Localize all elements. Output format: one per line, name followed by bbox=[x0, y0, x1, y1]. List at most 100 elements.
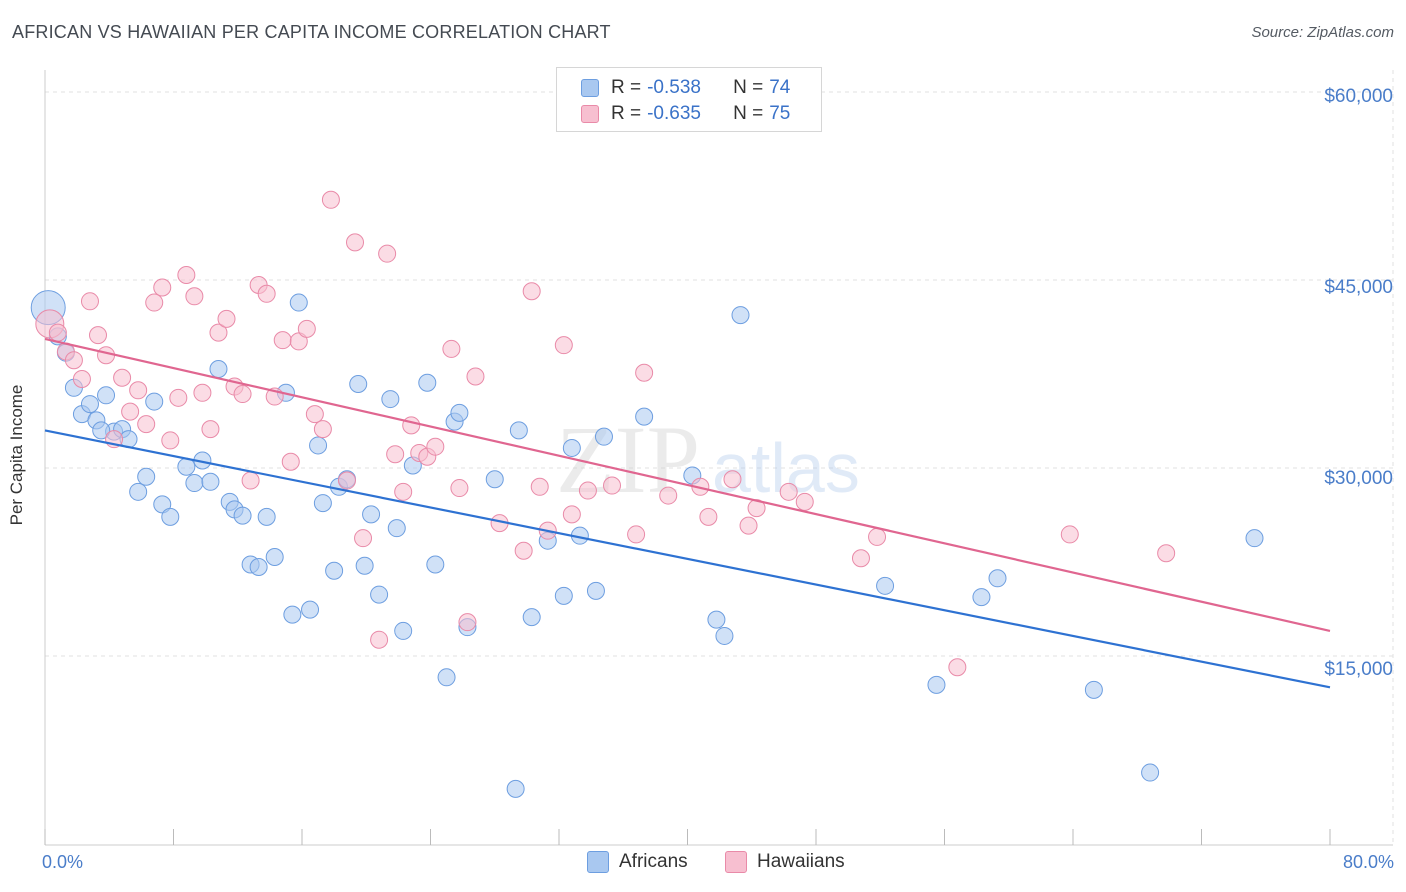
africans-point bbox=[594, 427, 613, 446]
hawaiians-point bbox=[394, 482, 413, 501]
hawaiians-point bbox=[145, 293, 164, 312]
hawaiians-point bbox=[402, 416, 421, 435]
y-tick-label: $15,000 bbox=[1324, 659, 1393, 680]
hawaiians-point bbox=[948, 658, 967, 677]
hawaiians-point bbox=[89, 326, 108, 345]
africans-point bbox=[1141, 763, 1160, 782]
africans-point bbox=[450, 403, 469, 422]
hawaiians-point bbox=[426, 437, 445, 456]
hawaiians-point bbox=[530, 477, 549, 496]
africans-point bbox=[707, 610, 726, 629]
hawaiians-point bbox=[466, 367, 485, 386]
africans-point bbox=[309, 436, 328, 455]
hawaiians-point bbox=[779, 482, 798, 501]
y-axis-label: Per Capita Income bbox=[7, 384, 26, 526]
africans-point bbox=[185, 474, 204, 493]
hawaiians-point bbox=[121, 402, 140, 421]
hawaiians-point bbox=[522, 282, 541, 301]
hawaiians-point bbox=[129, 381, 148, 400]
hawaiians-point bbox=[64, 351, 83, 370]
hawaiians-swatch bbox=[581, 105, 599, 123]
africans-point bbox=[209, 359, 228, 378]
hawaiians-point bbox=[209, 323, 228, 342]
n-value: 74 bbox=[769, 77, 791, 98]
hawaiians-point bbox=[113, 368, 132, 387]
hawaiians-point bbox=[177, 265, 196, 284]
africans-point bbox=[437, 668, 456, 687]
hawaiians-point bbox=[635, 363, 654, 382]
hawaiians-point bbox=[562, 505, 581, 524]
africans-point bbox=[137, 467, 156, 486]
africans-point bbox=[418, 373, 437, 392]
hawaiians-point bbox=[233, 385, 252, 404]
axes bbox=[44, 70, 1393, 846]
hawaiians-point bbox=[337, 471, 356, 490]
hawaiians-point bbox=[578, 481, 597, 500]
hawaiians-point bbox=[699, 507, 718, 526]
africans-point bbox=[927, 675, 946, 694]
n-label: N = bbox=[733, 77, 764, 98]
hawaiians-point bbox=[72, 370, 91, 389]
africans-point bbox=[731, 306, 750, 325]
y-tick-label: $45,000 bbox=[1324, 277, 1393, 298]
hawaiians-point bbox=[48, 323, 67, 342]
hawaiians-point bbox=[241, 471, 260, 490]
y-tick-label: $60,000 bbox=[1324, 86, 1393, 107]
hawaiians-point bbox=[1060, 525, 1079, 544]
hawaiians-points bbox=[35, 190, 1176, 677]
x-tick-label-left: 0.0% bbox=[42, 852, 84, 872]
hawaiians-point bbox=[627, 525, 646, 544]
watermark: ZIP atlas bbox=[556, 406, 860, 513]
hawaiians-point bbox=[514, 541, 533, 560]
africans-point bbox=[129, 482, 148, 501]
africans-point bbox=[972, 588, 991, 607]
africans-point bbox=[506, 779, 525, 798]
africans-point bbox=[586, 581, 605, 600]
africans-point bbox=[381, 390, 400, 409]
africans-point bbox=[145, 392, 164, 411]
hawaiians-point bbox=[554, 336, 573, 355]
hawaiians-point bbox=[370, 630, 389, 649]
hawaiians-point bbox=[795, 492, 814, 511]
hawaiians-point bbox=[603, 476, 622, 495]
africans-point bbox=[635, 407, 654, 426]
hawaiians-point bbox=[1157, 544, 1176, 563]
hawaiians-point bbox=[257, 284, 276, 303]
hawaiians-point bbox=[354, 529, 373, 548]
africans-point bbox=[301, 600, 320, 619]
africans-point bbox=[265, 547, 284, 566]
hawaiians-point bbox=[659, 486, 678, 505]
r-value: -0.538 bbox=[647, 77, 701, 98]
africans-trend-line bbox=[44, 429, 1331, 689]
hawaiians-point bbox=[378, 244, 397, 263]
legend-item-africans[interactable]: Africans bbox=[587, 851, 688, 873]
r-label: R = bbox=[611, 103, 642, 124]
hawaiians-point bbox=[450, 479, 469, 498]
hawaiians-point bbox=[321, 190, 340, 209]
hawaiians-point bbox=[723, 470, 742, 489]
legend-label-hawaiians: Hawaiians bbox=[757, 851, 845, 872]
africans-point bbox=[313, 494, 332, 513]
hawaiians-point bbox=[185, 287, 204, 306]
hawaiians-point bbox=[273, 331, 292, 350]
legend-item-hawaiians[interactable]: Hawaiians bbox=[725, 851, 845, 873]
hawaiians-point bbox=[442, 339, 461, 358]
africans-point bbox=[233, 506, 252, 525]
hawaiians-point bbox=[305, 405, 324, 424]
y-tick-label: $30,000 bbox=[1324, 468, 1393, 489]
africans-point bbox=[1084, 680, 1103, 699]
hawaiians-point bbox=[193, 383, 212, 402]
africans-swatch bbox=[581, 79, 599, 97]
africans-point bbox=[715, 626, 734, 645]
hawaiians-point bbox=[153, 278, 172, 297]
africans-point bbox=[485, 470, 504, 489]
legend-row-hawaiians: R = -0.635 N = 75 bbox=[581, 102, 790, 126]
africans-point bbox=[161, 507, 180, 526]
africans-point bbox=[325, 561, 344, 580]
africans-swatch bbox=[587, 851, 609, 873]
source-label: Source: ZipAtlas.com bbox=[1251, 24, 1394, 41]
africans-point bbox=[201, 472, 220, 491]
africans-point bbox=[387, 519, 406, 538]
hawaiians-point bbox=[161, 431, 180, 450]
